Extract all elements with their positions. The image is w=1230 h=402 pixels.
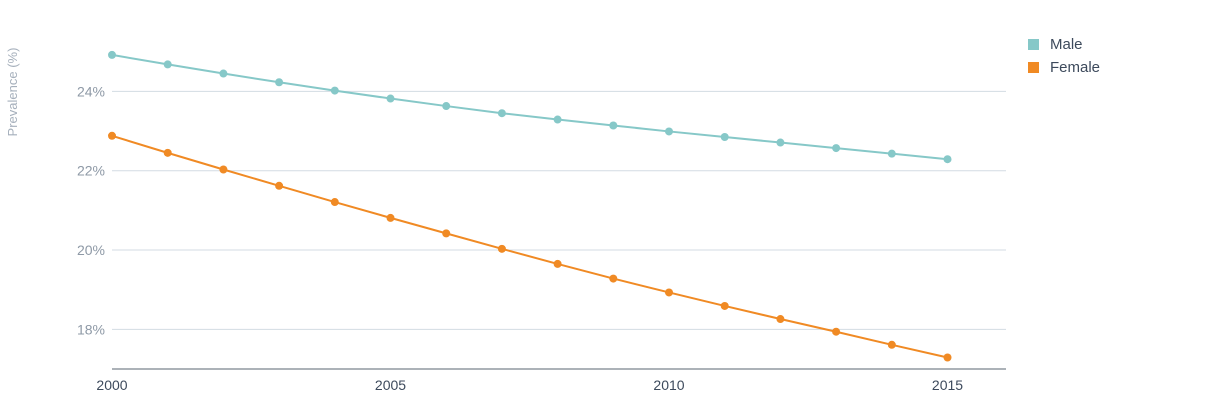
data-point-female	[609, 274, 618, 283]
data-point-female	[720, 301, 729, 310]
legend-item-female[interactable]: Female	[1028, 56, 1100, 79]
legend-swatch-female	[1028, 62, 1039, 73]
data-point-male	[219, 69, 228, 78]
data-point-male	[943, 155, 952, 164]
data-point-male	[553, 115, 562, 124]
data-point-male	[386, 94, 395, 103]
data-point-male	[497, 109, 506, 118]
data-point-male	[330, 86, 339, 95]
y-tick-label: 20%	[77, 242, 105, 258]
data-point-male	[720, 132, 729, 141]
x-tick-label: 2000	[96, 377, 127, 393]
x-tick-label: 2010	[653, 377, 684, 393]
data-point-male	[275, 78, 284, 87]
data-point-female	[832, 327, 841, 336]
legend-label-female: Female	[1050, 59, 1101, 76]
y-tick-labels: 18% 20% 22% 24%	[77, 83, 105, 337]
y-tick-label: 18%	[77, 321, 105, 337]
series-line-male	[111, 53, 948, 161]
data-point-male	[665, 127, 674, 136]
data-point-male	[163, 60, 172, 69]
data-point-female	[219, 165, 228, 174]
data-point-female	[108, 131, 116, 140]
data-point-male	[776, 138, 785, 147]
data-point-female	[943, 353, 952, 362]
series-group	[108, 50, 952, 362]
y-axis-label: Prevalence (%)	[5, 48, 20, 137]
legend: Male Female	[1028, 33, 1100, 79]
x-tick-labels: 2000 2005 2010 2015	[96, 377, 963, 393]
series-female	[108, 131, 952, 362]
data-point-male	[832, 144, 841, 153]
data-point-male	[108, 50, 116, 59]
data-point-female	[330, 198, 339, 207]
series-line-female	[111, 134, 948, 359]
data-point-female	[665, 288, 674, 297]
legend-item-male[interactable]: Male	[1028, 33, 1100, 56]
x-tick-label: 2005	[375, 377, 406, 393]
y-tick-label: 24%	[77, 83, 105, 99]
y-tick-label: 22%	[77, 163, 105, 179]
data-point-female	[275, 181, 284, 190]
data-point-female	[497, 244, 506, 253]
data-point-male	[442, 102, 451, 111]
x-tick-label: 2015	[932, 377, 963, 393]
legend-swatch-male	[1028, 39, 1039, 50]
grid-lines	[112, 90, 1006, 330]
legend-label-male: Male	[1050, 36, 1083, 53]
data-point-female	[386, 213, 395, 222]
series-male	[108, 50, 952, 164]
data-point-female	[887, 340, 896, 349]
data-point-female	[776, 315, 785, 324]
data-point-female	[553, 259, 562, 268]
data-point-female	[442, 229, 451, 238]
data-point-male	[609, 121, 618, 130]
data-point-female	[163, 148, 172, 157]
data-point-male	[887, 149, 896, 158]
